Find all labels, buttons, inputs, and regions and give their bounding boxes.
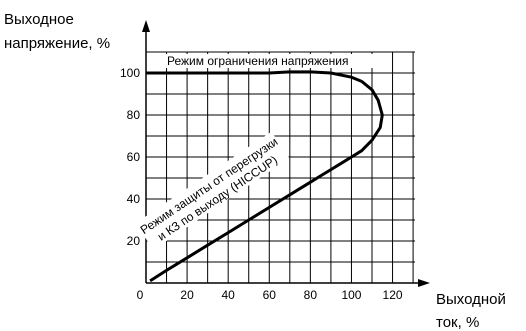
x-axis-label-line1: Выходной [436, 291, 506, 308]
grid [146, 51, 415, 283]
y-tick-label: 80 [127, 108, 141, 122]
y-axis-label-line2: напряжение, % [4, 35, 110, 52]
output-characteristic-line [146, 70, 384, 283]
y-axis-label-line1: Выходное [4, 11, 74, 28]
voltage-limit-label-bg [163, 54, 375, 68]
x-tick-label: 40 [222, 288, 236, 302]
x-axis-arrow [418, 279, 430, 287]
x-tick-label: 60 [263, 288, 277, 302]
protection-label-bg [135, 131, 290, 250]
y-tick-label: 100 [120, 66, 140, 80]
protection-label-line1: Режим защиты от перегрузки [138, 134, 281, 237]
x-tick-label: 20 [180, 288, 194, 302]
y-tick-label: 20 [127, 234, 141, 248]
x-axis-label-line2: ток, % [436, 314, 479, 331]
x-tick-label: 80 [304, 288, 318, 302]
x-tick-label: 0 [137, 288, 144, 302]
x-tick-label: 100 [341, 288, 361, 302]
voltage-limit-label: Режим ограничения напряжения [167, 54, 349, 68]
y-axis-arrow [142, 20, 150, 32]
axes [142, 20, 430, 287]
y-tick-label: 60 [127, 150, 141, 164]
protection-label: Режим защиты от перегрузки и КЗ по выход… [135, 131, 290, 250]
tick-labels: 0 20 40 60 80 100 120 20 40 60 80 100 [120, 66, 403, 302]
x-tick-label: 120 [383, 288, 403, 302]
y-tick-label: 40 [127, 192, 141, 206]
